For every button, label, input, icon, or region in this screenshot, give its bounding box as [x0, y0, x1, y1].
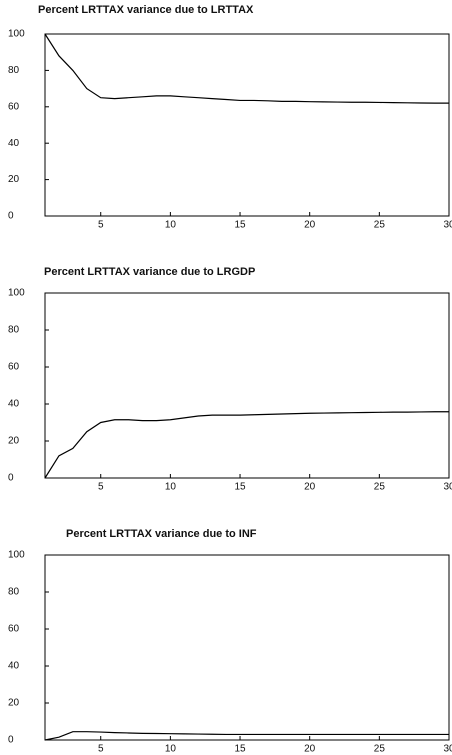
y-tick-label: 100 — [8, 29, 25, 40]
chart-title: Percent LRTTAX variance due to INF — [66, 528, 257, 540]
chart-title: Percent LRTTAX variance due to LRTTAX — [38, 4, 254, 16]
x-tick-label: 15 — [234, 482, 246, 493]
line-series — [44, 731, 449, 741]
plot-frame — [44, 554, 450, 741]
x-tick-label: 30 — [443, 220, 452, 231]
y-tick-label: 60 — [8, 362, 20, 373]
x-tick-label: 10 — [165, 744, 177, 755]
x-tick-label: 15 — [234, 744, 246, 755]
y-tick-label: 60 — [8, 101, 20, 112]
y-tick-label: 60 — [8, 624, 20, 635]
y-tick-label: 0 — [8, 211, 14, 222]
y-tick-label: 40 — [8, 399, 20, 410]
y-tick-label: 20 — [8, 698, 20, 709]
x-tick-label: 10 — [165, 220, 177, 231]
y-tick-label: 20 — [8, 174, 20, 185]
y-tick-label: 100 — [8, 288, 25, 299]
x-tick-label: 20 — [304, 482, 316, 493]
y-tick-label: 80 — [8, 587, 20, 598]
x-tick-label: 30 — [443, 482, 452, 493]
y-tick-label: 0 — [8, 473, 14, 484]
plot-frame — [44, 292, 450, 479]
x-tick-label: 20 — [304, 744, 316, 755]
x-tick-label: 30 — [443, 744, 452, 755]
chart-title: Percent LRTTAX variance due to LRGDP — [44, 266, 255, 278]
y-tick-label: 40 — [8, 138, 20, 149]
x-tick-label: 25 — [374, 482, 386, 493]
x-tick-label: 5 — [98, 744, 104, 755]
y-tick-label: 40 — [8, 661, 20, 672]
y-tick-label: 0 — [8, 735, 14, 746]
x-tick-label: 20 — [304, 220, 316, 231]
y-tick-label: 100 — [8, 550, 25, 561]
line-series — [44, 411, 449, 479]
x-tick-label: 25 — [374, 220, 386, 231]
y-tick-label: 20 — [8, 436, 20, 447]
x-tick-label: 15 — [234, 220, 246, 231]
line-series — [44, 33, 449, 104]
x-tick-label: 5 — [98, 220, 104, 231]
x-tick-label: 10 — [165, 482, 177, 493]
x-tick-label: 25 — [374, 744, 386, 755]
plot-frame — [44, 33, 450, 217]
y-tick-label: 80 — [8, 65, 20, 76]
y-tick-label: 80 — [8, 325, 20, 336]
x-tick-label: 5 — [98, 482, 104, 493]
